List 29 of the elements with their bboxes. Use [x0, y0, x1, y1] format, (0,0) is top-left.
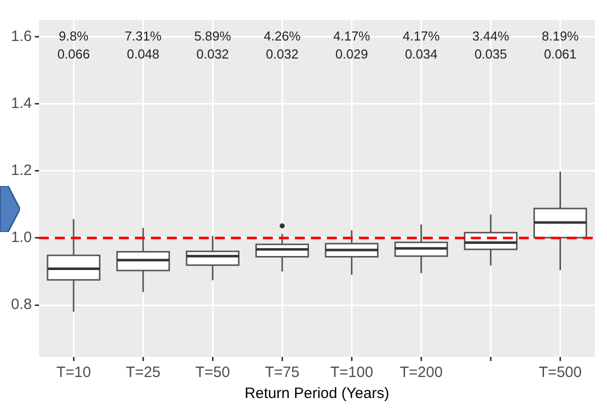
- annotation: 4.17%: [333, 28, 371, 44]
- x-tick-label: T=10: [56, 364, 91, 382]
- y-tick-label: 1.0: [10, 229, 32, 246]
- annotation: 0.032: [266, 46, 298, 62]
- x-tick-label: T=200: [400, 364, 443, 382]
- x-tick-label: T=50: [195, 364, 230, 382]
- x-tick-label: T=75: [264, 364, 300, 382]
- y-tick-label: 1.6: [10, 28, 32, 45]
- annotation: 4.26%: [264, 28, 302, 44]
- annotation: 0.066: [57, 46, 90, 62]
- annotation: 8.19%: [542, 28, 580, 44]
- y-tick-label: 0.8: [10, 296, 32, 314]
- x-tick-label: T=25: [126, 364, 160, 382]
- annotation: 3.44%: [472, 28, 510, 44]
- annotation: 0.035: [474, 46, 507, 62]
- x-tick-label: T=100: [330, 364, 374, 382]
- annotation: 0.029: [335, 46, 368, 62]
- annotation: 7.31%: [124, 28, 162, 44]
- y-tick-label: 1.4: [10, 94, 32, 112]
- y-tick-label: 1.2: [10, 162, 32, 180]
- annotation: 0.034: [404, 46, 438, 62]
- x-tick-label: T=500: [538, 364, 582, 382]
- annotation: 9.8%: [58, 28, 89, 44]
- annotation: 4.17%: [402, 28, 440, 44]
- annotation: 0.061: [544, 46, 577, 62]
- x-axis-title: Return Period (Years): [244, 385, 390, 402]
- annotation: 0.048: [126, 46, 160, 62]
- annotation: 5.89%: [194, 28, 232, 44]
- annotation: 0.032: [196, 46, 229, 62]
